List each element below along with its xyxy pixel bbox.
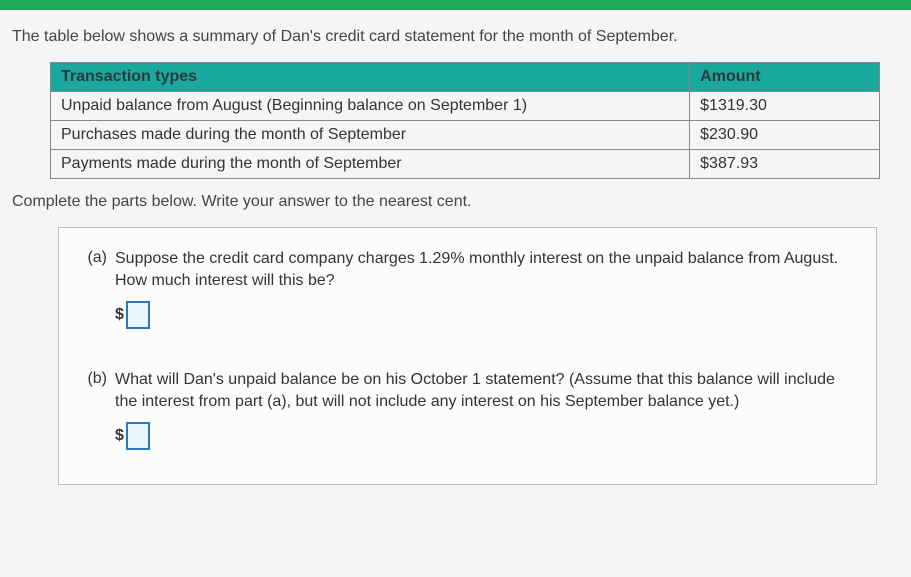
question-b: (b) What will Dan's unpaid balance be on…: [71, 369, 856, 450]
header-transaction-types: Transaction types: [51, 63, 690, 92]
intro-text: The table below shows a summary of Dan's…: [12, 28, 891, 46]
answer-input-a[interactable]: [126, 301, 150, 329]
answer-row-a: $: [115, 301, 856, 329]
cell-type: Unpaid balance from August (Beginning ba…: [51, 92, 690, 121]
answer-input-b[interactable]: [126, 422, 150, 450]
top-accent-bar: [0, 0, 911, 10]
transactions-table: Transaction types Amount Unpaid balance …: [50, 62, 880, 179]
question-a: (a) Suppose the credit card company char…: [71, 248, 856, 329]
question-b-body: What will Dan's unpaid balance be on his…: [115, 369, 856, 450]
table-row: Purchases made during the month of Septe…: [51, 121, 880, 150]
dollar-sign-icon: $: [115, 427, 124, 445]
cell-amount: $387.93: [690, 150, 880, 179]
question-a-body: Suppose the credit card company charges …: [115, 248, 856, 329]
instruction-text: Complete the parts below. Write your ans…: [12, 193, 891, 211]
question-a-text: Suppose the credit card company charges …: [115, 248, 856, 291]
answer-row-b: $: [115, 422, 856, 450]
main-content: The table below shows a summary of Dan's…: [0, 10, 911, 495]
table-header-row: Transaction types Amount: [51, 63, 880, 92]
question-b-label: (b): [71, 369, 115, 450]
table-row: Unpaid balance from August (Beginning ba…: [51, 92, 880, 121]
header-amount: Amount: [690, 63, 880, 92]
question-box: (a) Suppose the credit card company char…: [58, 227, 877, 485]
question-b-text: What will Dan's unpaid balance be on his…: [115, 369, 856, 412]
cell-type: Payments made during the month of Septem…: [51, 150, 690, 179]
question-a-label: (a): [71, 248, 115, 329]
table-row: Payments made during the month of Septem…: [51, 150, 880, 179]
cell-amount: $1319.30: [690, 92, 880, 121]
cell-type: Purchases made during the month of Septe…: [51, 121, 690, 150]
dollar-sign-icon: $: [115, 306, 124, 324]
cell-amount: $230.90: [690, 121, 880, 150]
